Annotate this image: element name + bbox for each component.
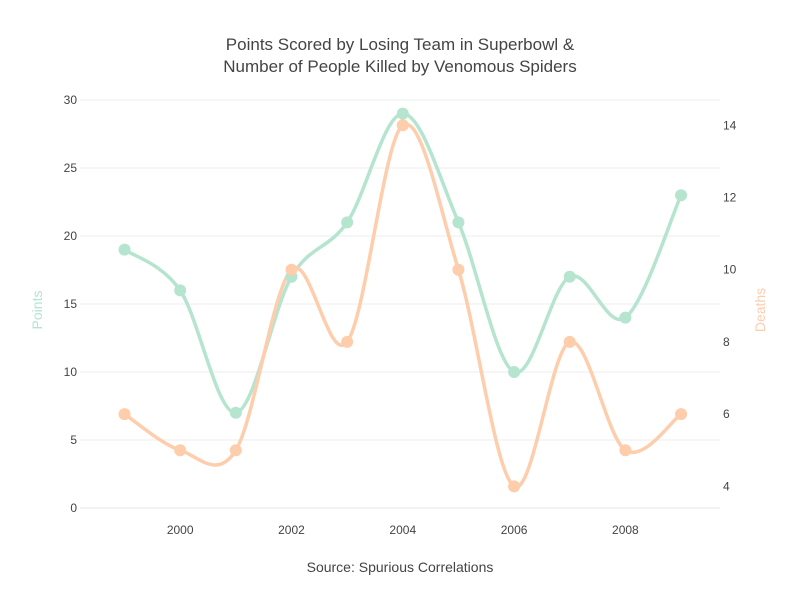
y-right-tick-label: 4 [723, 479, 730, 493]
y-left-tick-label: 25 [64, 161, 78, 175]
x-tick-label: 2004 [389, 523, 416, 537]
x-tick-label: 2002 [278, 523, 305, 537]
y-left-tick-label: 5 [70, 433, 77, 447]
data-point-points[interactable] [341, 216, 354, 229]
data-point-points[interactable] [452, 216, 465, 229]
data-point-deaths[interactable] [174, 444, 187, 457]
data-point-points[interactable] [396, 107, 409, 120]
data-point-deaths[interactable] [675, 408, 688, 421]
y-right-tick-label: 6 [723, 407, 730, 421]
x-tick-label: 2008 [612, 523, 639, 537]
y-left-tick-label: 30 [64, 93, 78, 107]
y-right-tick-label: 10 [723, 263, 737, 277]
y-right-axis-label: Deaths [752, 288, 768, 332]
x-tick-label: 2000 [167, 523, 194, 537]
data-point-points[interactable] [118, 243, 131, 256]
data-point-points[interactable] [229, 406, 242, 419]
y-right-tick-label: 14 [723, 118, 737, 132]
data-point-points[interactable] [675, 189, 688, 202]
data-point-deaths[interactable] [619, 444, 632, 457]
series-line-points [122, 111, 683, 415]
chart-title-line-1: Points Scored by Losing Team in Superbow… [226, 35, 575, 54]
chart-title-line-2: Number of People Killed by Venomous Spid… [223, 57, 576, 76]
series-line-deaths [122, 122, 683, 489]
data-point-points[interactable] [508, 366, 521, 378]
y-left-tick-label: 10 [64, 365, 78, 379]
data-point-deaths[interactable] [508, 480, 521, 493]
data-point-deaths[interactable] [285, 263, 298, 276]
data-point-deaths[interactable] [396, 119, 409, 132]
data-point-deaths[interactable] [229, 444, 242, 457]
series-points [118, 107, 688, 493]
y-left-tick-label: 0 [70, 501, 77, 515]
data-point-deaths[interactable] [118, 408, 131, 421]
series-lines [122, 111, 683, 489]
x-tick-label: 2006 [501, 523, 528, 537]
y-right-tick-label: 8 [723, 335, 730, 349]
y-right-tick-label: 12 [723, 190, 737, 204]
data-point-points[interactable] [563, 270, 576, 283]
y-left-tick-label: 20 [64, 229, 78, 243]
tick-labels: 0 5 10 15 20 25 30 4 6 8 10 12 14 2000 2002 2004 2006 200… [64, 93, 737, 537]
y-left-tick-label: 15 [64, 297, 78, 311]
x-axis-label: Source: Spurious Correlations [307, 559, 494, 575]
data-point-points[interactable] [174, 284, 187, 297]
data-point-deaths[interactable] [341, 335, 354, 348]
data-point-deaths[interactable] [563, 335, 576, 348]
data-point-deaths[interactable] [452, 263, 465, 276]
y-left-axis-label: Points [29, 291, 45, 330]
data-point-points[interactable] [619, 311, 632, 324]
